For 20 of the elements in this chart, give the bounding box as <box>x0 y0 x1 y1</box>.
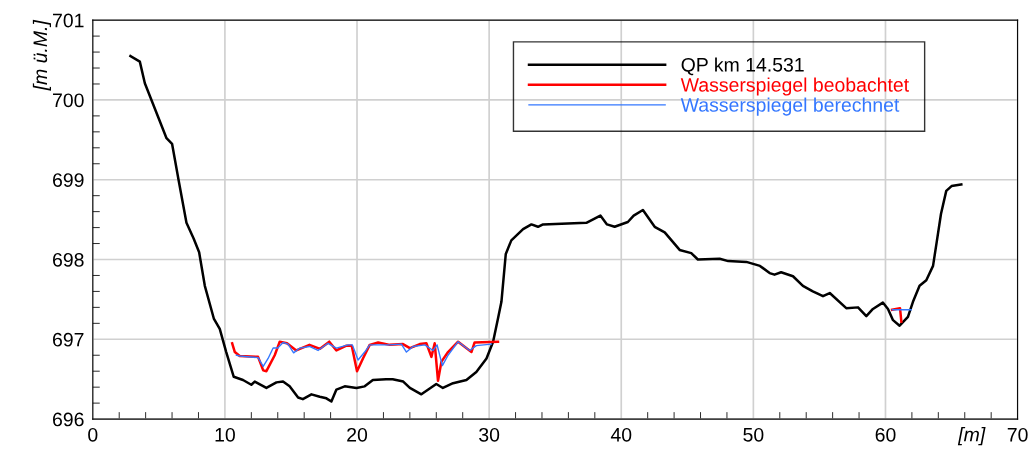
x-axis-title: [m] <box>957 427 986 446</box>
text: Wasserspiegel berechnet <box>680 97 900 116</box>
x-tick-label: 20 <box>347 427 368 442</box>
line-series <box>129 54 963 403</box>
y-tick-label: 700 <box>53 93 84 108</box>
x-tick-label: 30 <box>479 427 500 442</box>
y-tick-label: 697 <box>53 332 84 347</box>
x-tick-label: 40 <box>610 427 632 442</box>
x-tick-label: 0 <box>88 427 98 442</box>
y-tick-label: 696 <box>53 412 84 427</box>
x-tick-label: 10 <box>215 427 235 442</box>
text: Wasserspiegel beobachtet <box>680 77 909 96</box>
y-tick-label: 698 <box>53 252 84 267</box>
x-tick-label: 70 <box>1007 427 1028 442</box>
text: QP km 14.531 <box>681 57 804 76</box>
x-tick-label: 50 <box>743 427 764 442</box>
x-tick-label: 60 <box>875 427 896 442</box>
y-tick-label: 701 <box>53 13 84 28</box>
y-tick-label: 699 <box>53 173 84 187</box>
y-axis-title: [m ü.M.] <box>32 19 51 91</box>
